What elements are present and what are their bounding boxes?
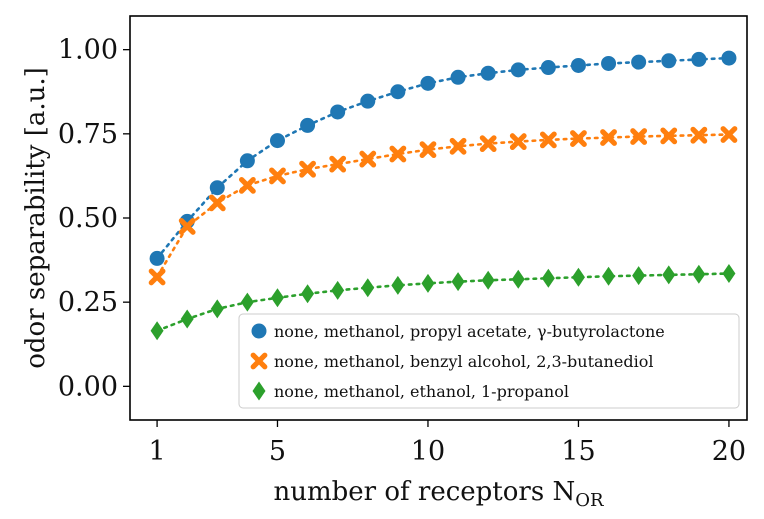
series-2-point bbox=[479, 135, 497, 152]
series-3-point bbox=[270, 288, 284, 308]
series-3-point bbox=[180, 309, 194, 329]
series-line-2 bbox=[155, 133, 731, 279]
series-3-point bbox=[331, 280, 345, 300]
series-3-point bbox=[662, 265, 676, 285]
series-3-point bbox=[150, 321, 164, 341]
y-tick-label: 0.75 bbox=[58, 119, 118, 150]
series-1-point bbox=[390, 84, 406, 100]
series-1-point bbox=[661, 53, 677, 69]
series-2-point bbox=[269, 167, 286, 185]
legend-label-1: none, methanol, propyl acetate, γ-butyro… bbox=[274, 322, 665, 341]
series-1-point bbox=[510, 62, 526, 78]
series-1-point bbox=[330, 104, 346, 120]
series-3-point bbox=[571, 267, 585, 287]
series-1-point bbox=[420, 75, 436, 91]
axis-ticks: 1 5 10 15 200.000.250.500.751.00 bbox=[58, 35, 746, 467]
series-3-point bbox=[210, 299, 224, 319]
series-3-point bbox=[361, 278, 375, 298]
chart-marks bbox=[148, 50, 738, 341]
series-1-point bbox=[269, 133, 285, 149]
series-1-point bbox=[209, 180, 225, 196]
y-tick-label: 0.25 bbox=[58, 287, 118, 318]
legend-label-3: none, methanol, ethanol, 1-propanol bbox=[274, 382, 569, 401]
series-2-point bbox=[600, 129, 617, 146]
series-2-point bbox=[238, 176, 256, 194]
series-1-point bbox=[540, 60, 556, 76]
x-tick-label: 1 bbox=[148, 436, 165, 467]
series-2-point bbox=[178, 218, 196, 235]
legend-marker-2 bbox=[250, 352, 268, 370]
series-3-point bbox=[451, 272, 465, 292]
y-axis-label: odor separability [a.u.] bbox=[21, 67, 51, 369]
y-tick-label: 1.00 bbox=[58, 35, 118, 66]
series-2-point bbox=[539, 131, 557, 149]
series-1-point bbox=[450, 69, 466, 85]
series-1-point bbox=[149, 250, 165, 266]
series-1-point bbox=[631, 54, 647, 70]
x-tick-label: 5 bbox=[269, 436, 286, 467]
series-3-point bbox=[541, 268, 555, 288]
series-2-point bbox=[359, 150, 377, 168]
series-3-point bbox=[602, 266, 616, 286]
x-tick-label: 10 bbox=[411, 436, 445, 467]
x-axis-label: number of receptors NOR bbox=[273, 477, 603, 511]
legend-marker-3 bbox=[252, 381, 266, 401]
series-3-point bbox=[481, 270, 495, 290]
legend-label-2: none, methanol, benzyl alcohol, 2,3-buta… bbox=[274, 352, 653, 371]
series-1-point bbox=[691, 51, 707, 67]
series-2-point bbox=[509, 133, 527, 150]
series-1-point bbox=[480, 65, 496, 81]
series-1-point bbox=[721, 50, 737, 66]
series-2-point bbox=[570, 130, 587, 147]
series-2-point bbox=[630, 128, 648, 145]
series-2-point bbox=[419, 141, 437, 159]
series-3-point bbox=[722, 264, 736, 284]
series-3-point bbox=[240, 292, 254, 312]
series-1-point bbox=[239, 153, 255, 169]
legend-marker-1 bbox=[251, 323, 267, 339]
series-2-point bbox=[389, 145, 407, 163]
legend-box bbox=[238, 313, 740, 409]
series-2-point bbox=[329, 155, 347, 173]
series-2-point bbox=[148, 268, 166, 286]
x-axis-label-main: number of receptors N bbox=[273, 477, 575, 507]
series-3-point bbox=[632, 266, 646, 286]
series-2-point bbox=[208, 194, 226, 212]
series-2-point bbox=[720, 126, 738, 143]
series-1-point bbox=[300, 117, 316, 133]
y-tick-label: 0.50 bbox=[58, 203, 118, 234]
series-2-point bbox=[449, 137, 467, 155]
series-2-point bbox=[690, 126, 708, 144]
x-tick-label: 15 bbox=[561, 436, 595, 467]
series-1-point bbox=[570, 57, 586, 73]
series-3-point bbox=[692, 264, 706, 284]
series-1-point bbox=[360, 93, 376, 109]
series-1-point bbox=[601, 55, 617, 71]
series-2-point bbox=[299, 160, 316, 178]
y-tick-label: 0.00 bbox=[58, 371, 118, 402]
series-2-point bbox=[660, 127, 678, 145]
legend: none, methanol, propyl acetate, γ-butyro… bbox=[238, 313, 740, 409]
series-3-point bbox=[511, 269, 525, 289]
series-3-point bbox=[301, 284, 315, 304]
x-axis-label-subscript: OR bbox=[575, 490, 604, 511]
series-3-point bbox=[421, 273, 435, 293]
x-tick-label: 20 bbox=[712, 436, 746, 467]
series-3-point bbox=[391, 275, 405, 295]
